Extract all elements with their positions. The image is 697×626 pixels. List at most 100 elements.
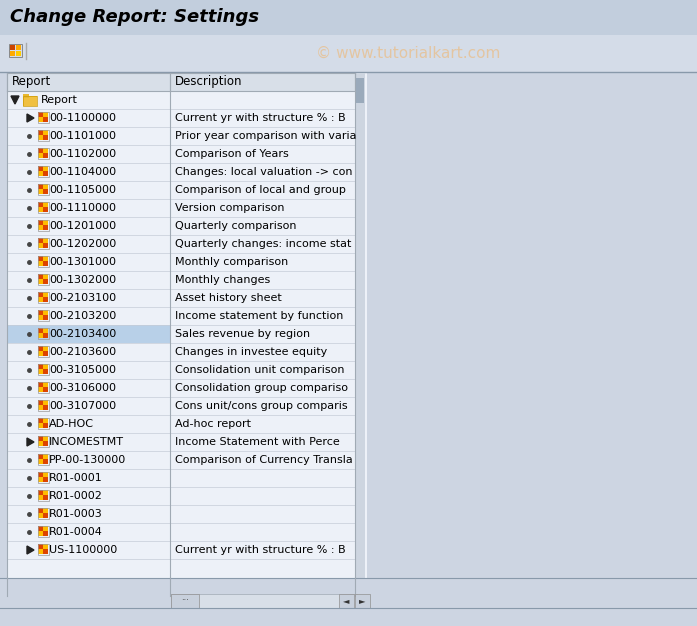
Bar [38, 369, 43, 374]
Bar [38, 148, 49, 158]
Bar [38, 454, 43, 458]
Bar [38, 471, 49, 483]
Bar [38, 333, 43, 337]
Bar [38, 549, 43, 553]
Bar [16, 45, 21, 50]
Bar [38, 183, 49, 195]
Text: Quarterly changes: income stat: Quarterly changes: income stat [175, 239, 351, 249]
Bar [38, 526, 43, 530]
Bar [43, 405, 47, 409]
Bar [43, 382, 47, 386]
Text: 00-3105000: 00-3105000 [49, 365, 116, 375]
Bar [7, 109, 170, 127]
Bar [38, 165, 49, 177]
Polygon shape [27, 546, 34, 554]
Bar [38, 381, 49, 393]
Bar [38, 490, 49, 501]
Bar [38, 225, 43, 230]
Text: Monthly comparison: Monthly comparison [175, 257, 289, 267]
Text: Current yr with structure % : B: Current yr with structure % : B [175, 545, 346, 555]
Bar [38, 292, 43, 297]
Bar [38, 441, 43, 446]
Text: Consolidation unit comparison: Consolidation unit comparison [175, 365, 344, 375]
Bar [38, 297, 43, 302]
Bar [10, 51, 15, 56]
Bar [38, 237, 49, 249]
Bar [38, 351, 43, 356]
Bar [38, 184, 43, 188]
Text: R01-0002: R01-0002 [49, 491, 103, 501]
Text: ►: ► [359, 597, 366, 605]
Text: R01-0001: R01-0001 [49, 473, 102, 483]
Text: 00-2103200: 00-2103200 [49, 311, 116, 321]
Bar [43, 130, 47, 135]
Bar [38, 436, 43, 441]
Text: 00-1302000: 00-1302000 [49, 275, 116, 285]
Bar [43, 333, 47, 337]
Bar [43, 166, 47, 170]
Bar [38, 418, 43, 423]
Bar [38, 453, 49, 464]
Bar [43, 112, 47, 116]
Bar [38, 171, 43, 175]
Bar [38, 315, 43, 319]
Bar [43, 513, 47, 518]
Bar [43, 423, 47, 428]
Text: © www.tutorialkart.com: © www.tutorialkart.com [316, 46, 500, 61]
Text: 00-2103600: 00-2103600 [49, 347, 116, 357]
Bar [38, 153, 43, 158]
Text: ◄: ◄ [343, 597, 350, 605]
Bar [38, 364, 43, 369]
Text: Income statement by function: Income statement by function [175, 311, 344, 321]
Bar [355, 594, 370, 608]
Bar [43, 189, 47, 193]
Text: Version comparison: Version comparison [175, 203, 284, 213]
Bar [355, 73, 365, 578]
Bar [38, 189, 43, 193]
Bar [9, 44, 22, 57]
Text: 00-2103100: 00-2103100 [49, 293, 116, 303]
Text: ···: ··· [181, 597, 189, 605]
Bar [171, 594, 199, 608]
Bar [43, 207, 47, 212]
Text: 00-3106000: 00-3106000 [49, 383, 116, 393]
Bar [38, 418, 49, 429]
Bar [38, 436, 49, 446]
Text: PP-00-130000: PP-00-130000 [49, 455, 126, 465]
Bar [43, 279, 47, 284]
Bar [43, 531, 47, 535]
Bar [43, 351, 47, 356]
Bar [38, 256, 43, 260]
Bar [38, 238, 43, 242]
Bar [7, 235, 170, 253]
Bar [7, 145, 170, 163]
Bar [7, 325, 170, 343]
Bar [23, 94, 29, 98]
Bar [43, 459, 47, 463]
Bar [38, 399, 49, 411]
Bar [43, 544, 47, 548]
Bar [43, 292, 47, 297]
Bar [38, 135, 43, 140]
Bar [38, 544, 43, 548]
Bar [38, 130, 49, 140]
Bar [43, 328, 47, 332]
Bar [38, 472, 43, 476]
Bar [7, 91, 170, 109]
Bar [43, 135, 47, 140]
Bar [43, 225, 47, 230]
Bar [43, 256, 47, 260]
Bar [43, 243, 47, 247]
Bar [43, 364, 47, 369]
Bar [43, 436, 47, 441]
Bar [38, 508, 49, 518]
Bar [7, 397, 170, 415]
Bar [38, 364, 49, 374]
Bar [38, 346, 43, 351]
Bar [38, 513, 43, 518]
Text: Consolidation group compariso: Consolidation group compariso [175, 383, 348, 393]
Bar [38, 220, 43, 225]
Bar [7, 73, 367, 578]
Bar [38, 309, 49, 321]
Text: Change Report: Settings: Change Report: Settings [10, 9, 259, 26]
